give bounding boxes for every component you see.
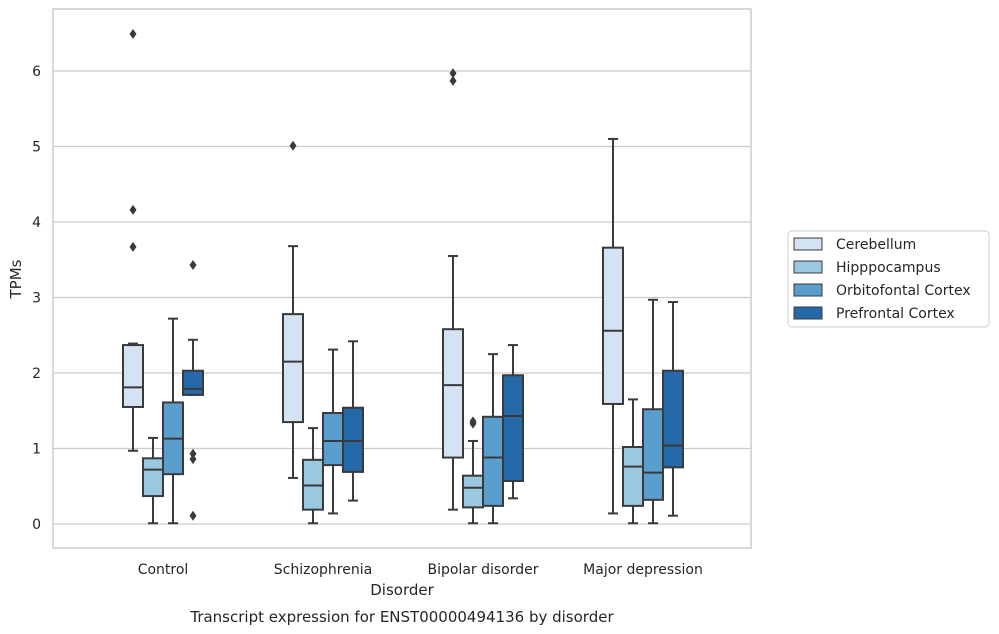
legend-swatch xyxy=(793,306,823,320)
box-iqr xyxy=(342,406,364,473)
box-iqr xyxy=(322,412,344,467)
box-cerebellum-1 xyxy=(282,140,304,479)
y-axis-label: TPMs xyxy=(7,259,25,299)
legend-box xyxy=(787,230,990,328)
x-tick-label: Control xyxy=(138,562,189,578)
outlier-point xyxy=(289,140,297,151)
box-iqr xyxy=(122,344,144,408)
x-axis-label: Disorder xyxy=(370,581,434,599)
box-iqr xyxy=(662,369,684,469)
outlier-point xyxy=(129,29,137,40)
y-tick-label: 1 xyxy=(32,442,41,458)
y-tick-label: 0 xyxy=(32,517,41,533)
x-tick-label: Bipolar disorder xyxy=(427,562,538,578)
x-tick-labels: Control Schizophrenia Bipolar disorder Majo… xyxy=(138,562,703,578)
box-hipppocampus-1 xyxy=(302,427,324,525)
box-orbitofontal-cortex-2 xyxy=(482,353,504,525)
outlier-point xyxy=(449,75,457,86)
box-iqr xyxy=(282,313,304,424)
box-orbitofontal-cortex-0 xyxy=(162,317,184,525)
box-prefrontal-cortex-2 xyxy=(502,344,524,500)
outlier-point xyxy=(449,68,457,79)
box-iqr xyxy=(182,369,204,396)
y-tick-label: 3 xyxy=(32,291,41,307)
y-tick-label: 2 xyxy=(32,366,41,382)
outlier-point xyxy=(189,448,197,459)
box-orbitofontal-cortex-3 xyxy=(642,298,664,525)
outlier-point xyxy=(129,204,137,215)
legend-swatch xyxy=(793,237,823,251)
box-cerebellum-0 xyxy=(122,29,144,452)
chart-title: Transcript expression for ENST0000049413… xyxy=(189,608,614,626)
legend-swatch xyxy=(793,260,823,274)
box-iqr xyxy=(142,457,164,498)
outlier-point xyxy=(129,241,137,252)
box-hipppocampus-0 xyxy=(142,436,164,525)
legend-label: Cerebellum xyxy=(836,237,916,253)
legend-label: Prefrontal Cortex xyxy=(836,306,955,322)
legend-label: Hipppocampus xyxy=(836,260,941,276)
box-iqr xyxy=(502,374,524,482)
y-tick-label: 5 xyxy=(32,140,41,156)
legend-swatch xyxy=(793,283,823,297)
box-iqr xyxy=(602,246,624,405)
box-cerebellum-3 xyxy=(602,137,624,515)
x-tick-label: Schizophrenia xyxy=(274,562,372,578)
box-cerebellum-2 xyxy=(442,68,464,511)
box-iqr xyxy=(462,474,484,509)
y-tick-label: 4 xyxy=(32,215,41,231)
box-iqr xyxy=(642,408,664,501)
box-prefrontal-cortex-3 xyxy=(662,301,684,517)
legend-label: Orbitofontal Cortex xyxy=(836,283,971,299)
outlier-point xyxy=(189,510,197,521)
box-iqr xyxy=(442,328,464,459)
boxes xyxy=(122,29,684,525)
y-tick-label: 6 xyxy=(32,64,41,80)
y-tick-labels: 0 1 2 3 4 5 6 xyxy=(32,64,41,533)
outlier-point xyxy=(469,416,477,427)
box-prefrontal-cortex-0 xyxy=(182,260,204,521)
box-iqr xyxy=(482,415,504,507)
box-hipppocampus-2 xyxy=(462,416,484,525)
legend: Cerebellum Hipppocampus Orbitofontal Corte… xyxy=(787,230,990,328)
outlier-point xyxy=(189,454,197,465)
box-hipppocampus-3 xyxy=(622,398,644,525)
outlier-point xyxy=(189,260,197,271)
box-prefrontal-cortex-1 xyxy=(342,340,364,502)
plot-frame xyxy=(52,8,752,549)
box-iqr xyxy=(622,445,644,507)
x-tick-label: Major depression xyxy=(583,562,703,578)
box-orbitofontal-cortex-1 xyxy=(322,348,344,515)
